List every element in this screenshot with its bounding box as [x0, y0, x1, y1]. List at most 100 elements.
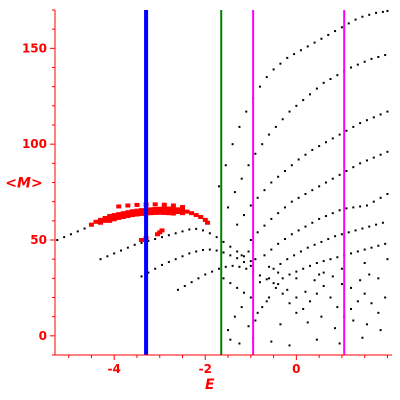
data-point [281, 277, 284, 280]
highlight-point [166, 206, 172, 211]
data-point [190, 281, 193, 284]
data-point [258, 281, 261, 284]
highlight-point [116, 215, 122, 220]
data-point [236, 257, 239, 260]
data-point [238, 342, 241, 345]
data-point [309, 300, 312, 303]
highlight-point [205, 220, 211, 225]
data-point [311, 221, 314, 224]
data-point [350, 308, 353, 310]
data-point [279, 62, 282, 65]
data-point [120, 249, 123, 252]
highlight-point [170, 203, 176, 208]
data-point [229, 282, 232, 285]
data-point [254, 319, 257, 322]
data-point [320, 37, 323, 40]
data-point [288, 302, 291, 305]
data-point [113, 252, 116, 255]
data-point [258, 274, 261, 277]
data-point [345, 170, 348, 172]
data-point [359, 279, 362, 282]
data-point [236, 286, 239, 289]
data-point [331, 137, 334, 140]
data-point [334, 327, 337, 330]
data-point [361, 227, 364, 230]
data-point [181, 255, 184, 258]
data-point [283, 170, 286, 172]
highlight-point [152, 208, 158, 213]
data-point [247, 250, 250, 253]
data-point [304, 225, 307, 228]
data-point [231, 143, 234, 146]
data-point [261, 306, 264, 309]
data-point [256, 196, 259, 199]
data-point [363, 248, 366, 251]
data-point [306, 45, 309, 48]
highlight-point [93, 219, 99, 224]
highlight-point [111, 217, 117, 222]
highlight-point [157, 208, 163, 213]
data-point [161, 236, 164, 239]
data-point [281, 292, 284, 295]
highlight-point [175, 207, 181, 212]
highlight-point [161, 202, 167, 207]
data-point [256, 231, 259, 234]
highlight-point [180, 211, 186, 216]
data-point [313, 279, 316, 282]
data-point [297, 229, 300, 232]
data-point [322, 271, 325, 274]
data-point [356, 250, 359, 253]
data-point [140, 241, 143, 244]
data-point [229, 338, 232, 341]
data-point [258, 85, 261, 88]
data-point [334, 30, 337, 33]
data-point [368, 13, 371, 16]
data-point [377, 277, 380, 280]
data-point [211, 270, 214, 273]
data-point [379, 113, 382, 116]
data-point [161, 263, 164, 266]
data-point [309, 264, 312, 267]
data-point [195, 227, 198, 230]
data-point [386, 258, 389, 261]
data-point [306, 246, 309, 249]
data-point [377, 244, 380, 247]
data-point [283, 206, 286, 209]
data-point [354, 229, 357, 232]
data-point [322, 81, 325, 84]
data-point [320, 240, 323, 243]
data-point [359, 205, 362, 208]
data-point [336, 256, 339, 259]
data-point [340, 267, 343, 270]
highlight-point [116, 204, 122, 209]
x-tick-label: -4 [108, 362, 121, 376]
data-point [359, 122, 362, 125]
data-point [242, 261, 245, 264]
data-point [236, 223, 239, 226]
data-point [375, 11, 378, 14]
data-point [245, 110, 248, 113]
data-point [274, 125, 277, 128]
data-point [381, 221, 384, 224]
data-point [372, 200, 375, 203]
data-point [227, 206, 230, 209]
highlight-point [180, 208, 186, 213]
highlight-point [139, 211, 145, 216]
data-point [293, 53, 296, 56]
data-point [350, 252, 353, 255]
data-point [265, 76, 268, 79]
data-point [384, 296, 387, 299]
data-point [279, 323, 282, 326]
data-point [345, 207, 348, 210]
highlight-point [170, 209, 176, 214]
x-tick-label: -2 [199, 362, 212, 376]
highlight-point [107, 214, 113, 219]
data-point [242, 214, 245, 217]
data-point [329, 78, 332, 80]
data-point [361, 15, 364, 18]
data-point [318, 273, 321, 276]
data-point [352, 206, 355, 209]
data-point [340, 233, 343, 236]
data-point [288, 273, 291, 276]
data-point [183, 285, 186, 287]
